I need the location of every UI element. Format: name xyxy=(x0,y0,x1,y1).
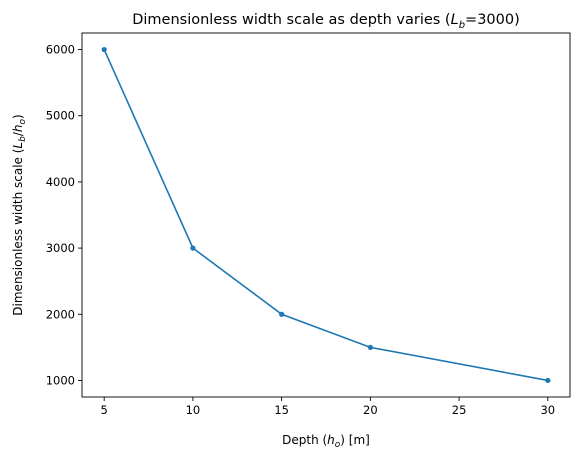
data-point xyxy=(279,311,285,317)
y-tick-label: 4000 xyxy=(46,175,75,189)
y-axis-label: Dimensionless width scale (Lb/ho) xyxy=(11,114,28,315)
y-tick-label: 6000 xyxy=(46,43,75,57)
y-tick-label: 5000 xyxy=(46,109,75,123)
plot-area xyxy=(81,32,571,398)
x-tick-label: 5 xyxy=(101,403,108,417)
data-point xyxy=(367,344,373,350)
plot-frame xyxy=(81,32,571,398)
series-line xyxy=(103,49,548,382)
y-tick-label: 1000 xyxy=(46,373,75,387)
data-point xyxy=(101,46,107,53)
y-tick-label: 3000 xyxy=(46,241,75,255)
x-tick-label: 30 xyxy=(540,403,555,417)
x-tick-label: 10 xyxy=(186,403,201,417)
series-line-group xyxy=(101,46,551,384)
data-point xyxy=(190,245,196,251)
data-point xyxy=(545,377,551,384)
x-axis-label: Depth (ho) [m] xyxy=(282,433,370,450)
chart-title: Dimensionless width scale as depth varie… xyxy=(132,12,520,31)
x-axis-ticks: 5 10 15 20 25 30 xyxy=(101,397,555,417)
y-tick-label: 2000 xyxy=(46,307,75,321)
x-tick-label: 25 xyxy=(452,403,467,417)
y-axis-ticks: 1000 2000 3000 4000 5000 6000 xyxy=(46,43,82,387)
x-tick-label: 20 xyxy=(363,403,378,417)
x-tick-label: 15 xyxy=(274,403,289,417)
